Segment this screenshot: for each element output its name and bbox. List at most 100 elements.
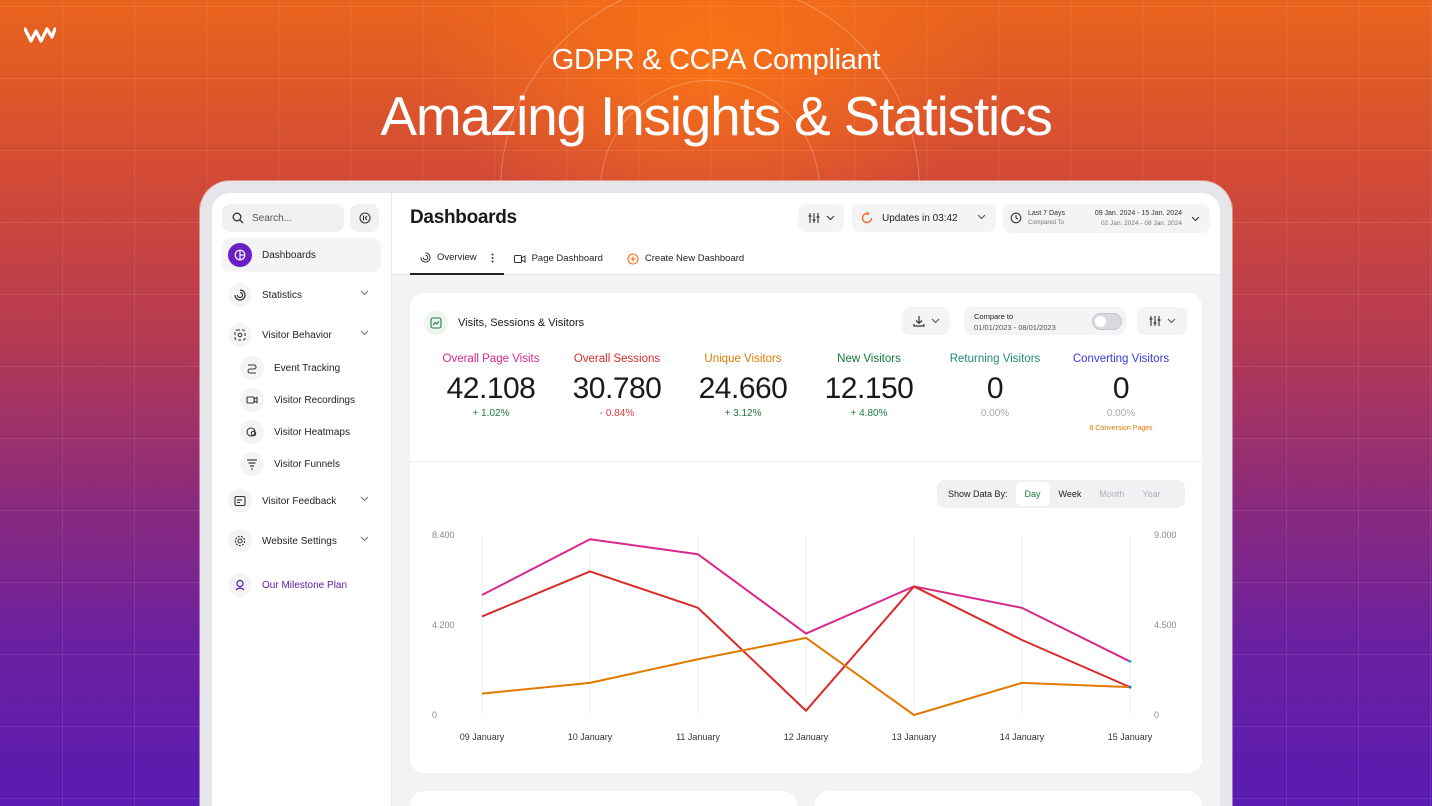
top-bar: Dashboards Updates in 03:42 Last 7 Days …	[392, 193, 1220, 275]
chevron-down-icon	[931, 318, 939, 324]
sidebar-item-visitor-funnels[interactable]: Visitor Funnels	[222, 448, 381, 480]
metric-label: Converting Visitors	[1072, 353, 1170, 365]
search-icon	[232, 212, 244, 224]
date-range-picker[interactable]: Last 7 Days Compared To 09 Jan. 2024 - 1…	[1003, 204, 1210, 233]
tab-label: Create New Dashboard	[644, 253, 745, 264]
sidebar-item-label: Dashboards	[262, 249, 316, 261]
collapse-sidebar-button[interactable]	[350, 204, 379, 232]
chevron-down-icon	[360, 496, 369, 502]
metric-unique-visitors[interactable]: Unique Visitors 24.660 + 3.12%	[680, 353, 806, 432]
metric-value: 30.780	[572, 372, 662, 405]
x-tick-label: 09 January	[460, 732, 505, 742]
more-vertical-icon[interactable]	[491, 253, 494, 263]
series-line-1	[481, 570, 1131, 712]
sidebar-item-website-settings[interactable]: Website Settings	[222, 524, 381, 558]
sidebar-item-event-tracking[interactable]: Event Tracking	[222, 352, 381, 384]
metric-change: + 3.12%	[724, 408, 762, 419]
metric-new-visitors[interactable]: New Visitors 12.150 + 4.80%	[806, 353, 932, 432]
bottom-cards	[410, 791, 1202, 806]
sidebar-item-milestone-plan[interactable]: Our Milestone Plan	[222, 568, 381, 602]
period-month[interactable]: Month	[1099, 489, 1125, 499]
compared-value: 02 Jan. 2024 - 08 Jan. 2024	[1101, 220, 1182, 227]
hero-headline: Amazing Insights & Statistics	[380, 85, 1053, 147]
behavior-icon	[228, 323, 252, 347]
sidebar-item-label: Website Settings	[262, 535, 337, 547]
sliders-icon	[1149, 316, 1160, 326]
metric-converting-visitors[interactable]: Converting Visitors 0 0.00% 8 Conversion…	[1058, 353, 1184, 432]
x-tick-label: 11 January	[676, 732, 720, 742]
x-tick-label: 10 January	[568, 732, 613, 742]
download-icon	[912, 316, 925, 327]
compare-range: 01/01/2023 - 08/01/2023	[974, 323, 1056, 332]
chart-filter-button[interactable]	[1137, 307, 1187, 335]
metric-label: Overall Page Visits	[442, 353, 540, 365]
filter-button[interactable]	[798, 204, 844, 232]
sidebar: Search... Dashboards Statistics	[212, 193, 392, 806]
conversion-pages-link[interactable]: 8 Conversion Pages	[1089, 425, 1153, 432]
metric-returning-visitors[interactable]: Returning Visitors 0 0.00%	[932, 353, 1058, 432]
download-button[interactable]	[902, 307, 950, 335]
clock-icon	[1010, 212, 1022, 224]
sidebar-item-label: Visitor Heatmaps	[274, 426, 350, 438]
metric-label: Overall Sessions	[573, 353, 661, 365]
metric-label: Unique Visitors	[704, 353, 782, 365]
device-frame: Search... Dashboards Statistics	[200, 181, 1232, 806]
search-placeholder: Search...	[252, 212, 293, 224]
sidebar-item-visitor-feedback[interactable]: Visitor Feedback	[222, 484, 381, 518]
series-line-0	[481, 538, 1131, 663]
range-value: 09 Jan. 2024 - 15 Jan. 2024	[1094, 210, 1182, 217]
chevron-down-icon	[1167, 318, 1175, 324]
sidebar-item-visitor-behavior[interactable]: Visitor Behavior	[222, 318, 381, 352]
bottom-card-right	[815, 791, 1202, 806]
series-line-2	[481, 636, 1131, 716]
chevron-up-icon	[360, 330, 369, 336]
sidebar-item-visitor-recordings[interactable]: Visitor Recordings	[222, 384, 381, 416]
card-header: Visits, Sessions & Visitors	[424, 311, 584, 335]
period-day[interactable]: Day	[1015, 482, 1050, 506]
chevron-down-icon	[360, 536, 369, 542]
compare-toggle[interactable]	[1092, 313, 1122, 330]
search-input[interactable]: Search...	[222, 204, 344, 232]
sidebar-item-label: Visitor Recordings	[274, 394, 355, 406]
compare-label: Compare to	[974, 312, 1014, 321]
metric-overall-sessions[interactable]: Overall Sessions 30.780 - 0.84%	[554, 353, 680, 432]
period-week[interactable]: Week	[1058, 489, 1082, 499]
y-left-tick-label: 8.400	[432, 530, 455, 540]
tab-page-dashboard[interactable]: Page Dashboard	[504, 242, 613, 275]
tab-overview[interactable]: Overview	[410, 242, 504, 275]
sidebar-item-label: Visitor Behavior	[262, 329, 332, 341]
metric-change: 0.00%	[1106, 408, 1136, 419]
end-marker	[1128, 685, 1132, 689]
sidebar-item-label: Visitor Feedback	[262, 495, 337, 507]
x-tick-label: 12 January	[784, 732, 829, 742]
auto-update-selector[interactable]: Updates in 03:42	[852, 204, 996, 232]
sidebar-item-label: Our Milestone Plan	[262, 579, 348, 591]
chevron-down-icon	[826, 215, 834, 221]
metric-label: New Visitors	[837, 353, 901, 365]
milestone-icon	[228, 573, 252, 597]
sidebar-item-visitor-heatmaps[interactable]: Visitor Heatmaps	[222, 416, 381, 448]
brand-logo	[24, 27, 56, 43]
metrics-row: Overall Page Visits 42.108 + 1.02% Overa…	[428, 353, 1184, 432]
x-tick-label: 15 January	[1108, 732, 1153, 742]
sidebar-item-dashboards[interactable]: Dashboards	[222, 238, 381, 272]
app-screen: Search... Dashboards Statistics	[212, 193, 1220, 806]
period-year[interactable]: Year	[1142, 489, 1161, 499]
gear-icon	[228, 529, 252, 553]
tab-create-new-dashboard[interactable]: Create New Dashboard	[617, 242, 754, 275]
tab-label: Overview	[437, 252, 477, 263]
tracking-icon	[240, 356, 264, 380]
y-right-tick-label: 4.500	[1154, 620, 1177, 630]
camera-icon	[240, 388, 264, 412]
updates-label: Updates in 03:42	[882, 212, 958, 224]
sidebar-item-statistics[interactable]: Statistics	[222, 278, 381, 312]
line-chart: 8.400 4.200 0 9.000 4.500 0 09 January 10 Janua…	[432, 530, 1177, 742]
content-area: Visits, Sessions & Visitors Compare to 0…	[392, 275, 1220, 806]
compared-label: Compared To	[1028, 220, 1064, 226]
tab-label: Page Dashboard	[531, 253, 603, 264]
metric-overall-page-visits[interactable]: Overall Page Visits 42.108 + 1.02%	[428, 353, 554, 432]
show-data-label: Show Data By:	[948, 489, 1008, 499]
metric-change: + 1.02%	[472, 408, 510, 419]
stats-icon	[228, 283, 252, 307]
add-circle-icon	[627, 252, 639, 265]
